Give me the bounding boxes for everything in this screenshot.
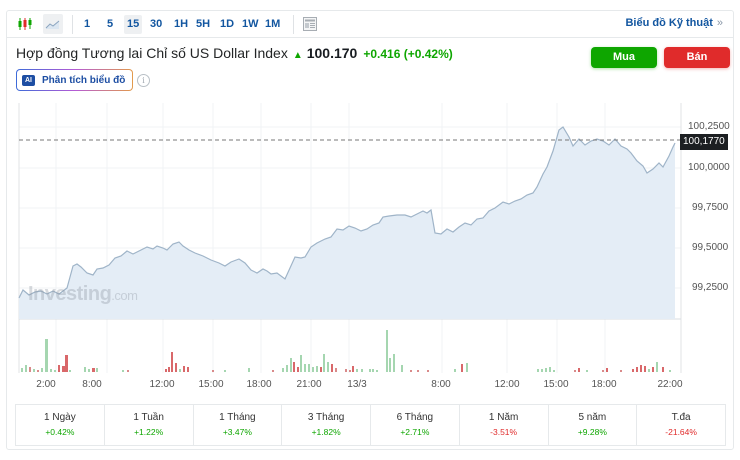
info-icon[interactable]: i [137, 74, 150, 87]
y-axis-label: 100,0000 [688, 162, 730, 173]
performance-value: +3.47% [222, 427, 252, 437]
watermark-text: Investing [28, 283, 112, 305]
performance-period: T.đa [671, 412, 691, 423]
toolbar-divider [72, 15, 73, 34]
x-axis-label: 15:00 [198, 379, 224, 390]
technical-chart-link-label: Biểu đồ Kỹ thuật [625, 17, 713, 29]
performance-period: 5 năm [578, 412, 607, 423]
y-axis-label: 99,7500 [692, 202, 729, 213]
price-area [19, 127, 675, 319]
performance-cell-1d[interactable]: 1 Ngày +0.42% [16, 405, 105, 445]
timeframe-5h[interactable]: 5H [196, 18, 211, 30]
last-price-tag: 100,1770 [680, 134, 728, 150]
timeframe-1[interactable]: 1 [84, 18, 91, 30]
performance-cell-1w[interactable]: 1 Tuần +1.22% [105, 405, 194, 445]
performance-cell-5y[interactable]: 5 năm +9.28% [549, 405, 638, 445]
x-axis-label: 8:00 [82, 379, 102, 390]
instrument-header: Hợp đồng Tương lai Chỉ số US Dollar Inde… [16, 45, 453, 61]
x-axis-label: 18:00 [246, 379, 272, 390]
y-axis-label: 99,5000 [692, 242, 729, 253]
price-change: +0.416 (+0.42%) [363, 47, 453, 61]
performance-value: +0.42% [45, 427, 75, 437]
performance-cell-1m[interactable]: 1 Tháng +3.47% [194, 405, 283, 445]
candlestick-icon[interactable] [15, 14, 35, 34]
x-axis-label: 22:00 [657, 379, 683, 390]
toolbar-divider [293, 15, 294, 34]
instrument-title: Hợp đồng Tương lai Chỉ số US Dollar Inde… [16, 45, 288, 61]
timeframe-1h[interactable]: 1H [174, 18, 189, 30]
chart-widget: 1 5 15 30 1H 5H 1D 1W 1M Biểu đồ Kỹ thuậ… [6, 10, 734, 450]
x-axis-label: 13/3 [347, 379, 367, 390]
timeframe-30[interactable]: 30 [150, 18, 163, 30]
performance-period: 3 Tháng [307, 412, 345, 423]
layout-icon[interactable] [300, 14, 320, 34]
performance-cell-6m[interactable]: 6 Tháng +2.71% [371, 405, 460, 445]
performance-period: 1 Ngày [44, 412, 76, 423]
area-chart-icon[interactable] [43, 14, 63, 34]
performance-value: -3.51% [490, 427, 518, 437]
chart-toolbar: 1 5 15 30 1H 5H 1D 1W 1M Biểu đồ Kỹ thuậ… [7, 11, 733, 38]
timeframe-5[interactable]: 5 [107, 18, 114, 30]
y-axis-label: 100,2500 [688, 121, 730, 132]
performance-value: +1.82% [311, 427, 341, 437]
x-axis-label: 12:00 [149, 379, 175, 390]
x-axis-label: 8:00 [431, 379, 451, 390]
ai-chart-analysis-label: Phân tích biểu đồ [42, 74, 126, 86]
timeframe-1w[interactable]: 1W [242, 18, 259, 30]
performance-period: 1 Tuần [133, 412, 164, 423]
double-chevron-right-icon: » [716, 17, 723, 29]
performance-cell-1y[interactable]: 1 Năm -3.51% [460, 405, 549, 445]
ai-icon: AI [22, 74, 35, 86]
performance-value: +1.22% [134, 427, 164, 437]
technical-chart-link[interactable]: Biểu đồ Kỹ thuật» [625, 17, 723, 29]
performance-table: 1 Ngày +0.42% 1 Tuần +1.22% 1 Tháng +3.4… [15, 404, 726, 446]
watermark-suffix: .com [111, 288, 138, 303]
timeframe-1m[interactable]: 1M [265, 18, 281, 30]
sell-button[interactable]: Bán [664, 47, 730, 68]
performance-period: 1 Tháng [219, 412, 256, 423]
volume-bars [21, 330, 671, 372]
buy-button[interactable]: Mua [591, 47, 657, 68]
up-arrow-icon: ▲ [292, 50, 303, 61]
x-axis-label: 18:00 [591, 379, 617, 390]
y-axis-label: 99,2500 [692, 282, 729, 293]
performance-value: +2.71% [400, 427, 430, 437]
x-axis-label: 21:00 [296, 379, 322, 390]
x-axis-label: 2:00 [36, 379, 56, 390]
investing-watermark: Investing.com [28, 283, 138, 306]
x-axis-label: 12:00 [494, 379, 520, 390]
performance-cell-max[interactable]: T.đa -21.64% [637, 405, 725, 445]
performance-period: 1 Năm [488, 412, 519, 423]
ai-chart-analysis-button[interactable]: AI Phân tích biểu đồ [16, 69, 133, 91]
price-chart[interactable] [7, 11, 735, 391]
performance-period: 6 Tháng [396, 412, 434, 423]
timeframe-15[interactable]: 15 [124, 15, 143, 34]
performance-value: +9.28% [577, 427, 607, 437]
timeframe-1d[interactable]: 1D [220, 18, 235, 30]
price-line [18, 126, 676, 299]
performance-value: -21.64% [665, 427, 697, 437]
last-price: 100.170 [306, 45, 358, 61]
x-axis-label: 15:00 [543, 379, 569, 390]
performance-cell-3m[interactable]: 3 Tháng +1.82% [282, 405, 371, 445]
